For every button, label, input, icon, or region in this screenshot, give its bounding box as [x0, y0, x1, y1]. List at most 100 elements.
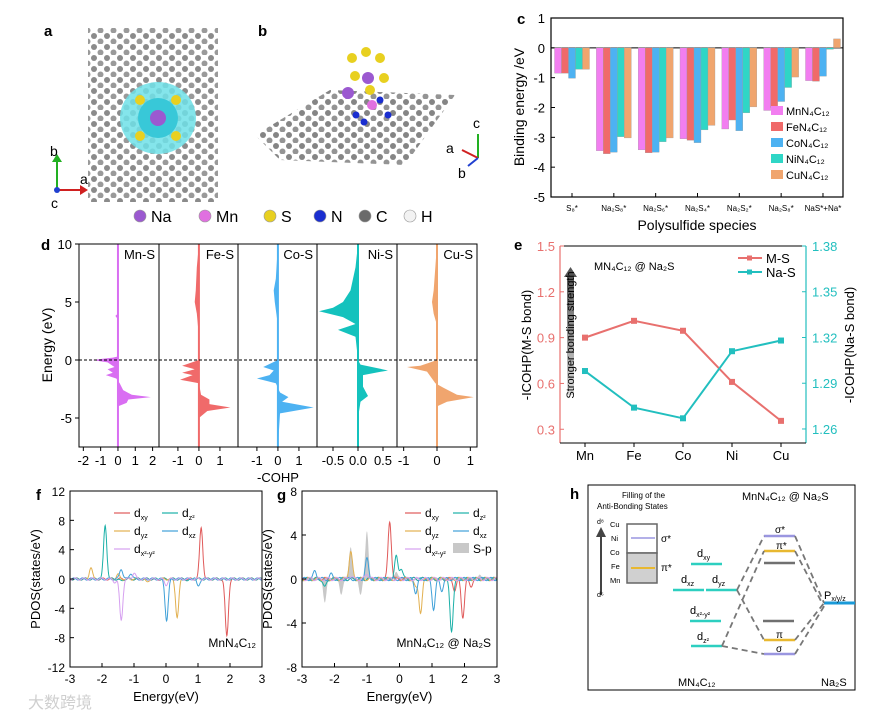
legend-label: CoN₄C₁₂ [786, 138, 828, 150]
x-tick-label: -1 [95, 453, 107, 468]
pdos-line-dz² [301, 554, 498, 634]
x-tick-label: S₈* [566, 204, 578, 213]
panel-label-h: h [570, 486, 579, 503]
legend-label: dxy [425, 506, 439, 522]
bar [686, 47, 695, 141]
axis-a-label: a [446, 140, 454, 156]
pdos-line-dyz [69, 567, 263, 620]
cohp-area [180, 244, 231, 447]
x-axis-title: Polysulfide species [637, 217, 756, 233]
y-tick-label: -8 [286, 661, 297, 675]
axis-a-label: a [80, 171, 88, 187]
structure-b-side-view [255, 47, 455, 165]
x-axis-title: Energy(eV) [367, 689, 433, 704]
legend-label-main: d [425, 524, 432, 538]
legend-label-main: d [182, 524, 189, 538]
legend-label: FeN₄C₁₂ [786, 122, 827, 134]
y-tick-label: -4 [286, 617, 297, 631]
x-tick-label: Na₂S₄* [685, 204, 710, 213]
y-tick-label: 1.2 [537, 285, 555, 300]
x-tick-label: -2 [97, 672, 108, 686]
legend-swatch [771, 154, 783, 163]
legend-label: CuN₄C₁₂ [786, 170, 828, 182]
data-point [631, 404, 637, 411]
axis-b-label: b [50, 143, 58, 159]
x-tick-label: 1 [429, 672, 436, 686]
legend-label: dz² [182, 506, 195, 522]
subplot-frame [78, 243, 160, 448]
y-tick-label: -5 [533, 190, 545, 205]
d-orbital-label: dx²-y² [690, 605, 711, 619]
x-tick-label: -1 [398, 453, 410, 468]
legend-swatch [771, 170, 783, 179]
panel-label-e: e [514, 237, 522, 254]
y-tick-label: 12 [52, 485, 66, 499]
bar [652, 47, 660, 153]
x-tick-label: 3 [494, 672, 501, 686]
legend-label: dyz [425, 524, 439, 540]
x-tick-label: Fe [626, 448, 641, 463]
axis-triad-b: c a b [446, 115, 480, 181]
atom-label: H [421, 209, 433, 226]
y-tick-label: 0.6 [537, 376, 555, 391]
y-axis-title: PDOS(states/eV) [260, 529, 275, 629]
icohp-chart: 0.3 0.6 0.9 1.2 1.5 1.26 1.29 1.32 1.35 1.38 Mn Fe C… [519, 239, 857, 463]
legend-label-sub: x²-y² [432, 551, 447, 558]
legend-label-sub: z² [189, 515, 196, 522]
data-point [582, 368, 588, 375]
y-tick-label: -1 [533, 71, 545, 86]
data-point [631, 317, 637, 324]
x-tick-label: 1 [132, 453, 139, 468]
metal-cu: Cu [610, 520, 620, 529]
panel-label-f: f [36, 487, 42, 504]
x-tick-label: 3 [259, 672, 266, 686]
y-tick-label: 0 [65, 353, 72, 368]
data-point [680, 415, 686, 422]
binding-energy-chart: 1 0 -1 -2 -3 -4 -5 S₈* Na₂S₈* Na₂S₆* Na₂S₄* Na₂S₂* N… [511, 11, 844, 233]
legend-label-sub: xz [189, 533, 197, 540]
x-tick-label: Cu [773, 448, 790, 463]
bar [791, 47, 799, 78]
bar [833, 38, 841, 48]
bar [812, 47, 820, 82]
pdos-line-dz² [69, 523, 263, 582]
atom-label: N [331, 209, 343, 226]
annotation: MN₄C₁₂ @ Na₂S [594, 261, 674, 273]
mo-sigma: σ [776, 644, 783, 655]
x-tick-label: 0.0 [349, 453, 367, 468]
x-tick-label: 0 [396, 672, 403, 686]
y-tick-label: -12 [48, 661, 66, 675]
bar [582, 47, 590, 70]
inset-title-2: Anti-Bonding States [597, 502, 668, 511]
x-tick-label: -1 [362, 672, 373, 686]
diagram-frame [587, 484, 856, 691]
legend-label-main: d [473, 506, 480, 520]
bar [624, 47, 632, 139]
panel-label-c: c [517, 11, 525, 28]
y-tick-label: 0 [58, 573, 65, 587]
y-tick-label: 1.5 [537, 239, 555, 254]
atom-n-icon [313, 209, 327, 223]
x-axis-title: Energy(eV) [133, 689, 199, 704]
bar [728, 47, 736, 121]
bar [561, 47, 569, 74]
bar [707, 47, 716, 126]
y-tick-label: -4 [54, 602, 65, 616]
y-axis-title: PDOS(states/eV) [28, 529, 43, 629]
y-tick-label: 5 [65, 295, 72, 310]
annotation: MnN₄C₁₂ [208, 636, 256, 650]
subplot-title: Co-S [283, 247, 313, 262]
data-point [778, 337, 784, 344]
pdos-line-dx²-y² [301, 574, 497, 582]
x-tick-label: 0.5 [374, 453, 392, 468]
data-point [778, 417, 784, 424]
data-point [680, 327, 686, 334]
orbital-d: d [697, 631, 703, 643]
y-axis-title: -ICOHP(M-S bond) [519, 290, 534, 401]
x-tick-label: 2 [149, 453, 156, 468]
y-axis-title: Binding energy /eV [511, 47, 527, 166]
y-tick-label: 0 [290, 573, 297, 587]
d8-label: d⁸ [597, 519, 604, 526]
